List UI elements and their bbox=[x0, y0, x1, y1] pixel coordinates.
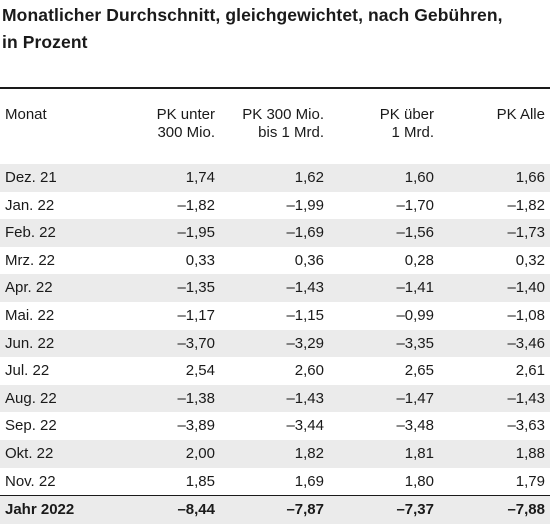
cell-value: –3,35 bbox=[330, 329, 440, 358]
cell-value: 2,54 bbox=[185, 362, 215, 380]
cell-value: –1,70 bbox=[396, 196, 434, 214]
table-row: Jun. 22 –3,70 –3,29 –3,35 –3,46 bbox=[0, 329, 550, 358]
cell-value: 1,66 bbox=[440, 164, 550, 192]
cell-value: –3,48 bbox=[396, 417, 434, 435]
column-header-pk-ueber-1mrd: PK über 1 Mrd. bbox=[330, 106, 440, 164]
table-row: Nov. 22 1,85 1,69 1,80 1,79 bbox=[0, 468, 550, 496]
cell-value: –3,44 bbox=[286, 417, 324, 435]
cell-value: –3,46 bbox=[440, 329, 550, 358]
cell-value: –3,70 bbox=[120, 329, 220, 358]
cell-value: –1,43 bbox=[440, 384, 550, 413]
table-row: Mai. 22 –1,17 –1,15 –0,99 –1,08 bbox=[0, 302, 550, 330]
cell-total-value: –8,44 bbox=[120, 495, 220, 524]
cell-value: –1,08 bbox=[507, 306, 545, 324]
column-header-line: Monat bbox=[5, 106, 47, 123]
column-header-line: PK Alle bbox=[496, 106, 545, 123]
table-row: Sep. 22 –3,89 –3,44 –3,48 –3,63 bbox=[0, 412, 550, 440]
chart-title: Monatlicher Durchschnitt, gleichgewichte… bbox=[2, 2, 548, 56]
cell-value: –1,40 bbox=[440, 274, 550, 302]
title-line-1: Monatlicher Durchschnitt, gleichgewichte… bbox=[2, 5, 503, 25]
cell-value: –1,15 bbox=[286, 306, 324, 324]
cell-value: –1,99 bbox=[286, 196, 324, 214]
cell-value: –1,43 bbox=[220, 384, 330, 413]
column-header-line: 1 Mrd. bbox=[391, 124, 434, 141]
cell-value: 1,79 bbox=[515, 472, 545, 490]
cell-value: –1,43 bbox=[220, 274, 330, 302]
header-row: Monat PK unter 300 Mio. PK 300 Mio. bis … bbox=[0, 106, 550, 164]
cell-month: Jan. 22 bbox=[5, 196, 55, 214]
cell-total-value: –7,87 bbox=[220, 495, 330, 524]
cell-value: –1,95 bbox=[120, 219, 220, 247]
cell-value: 1,85 bbox=[185, 472, 215, 490]
cell-month: Okt. 22 bbox=[0, 439, 120, 468]
table-row: Feb. 22 –1,95 –1,69 –1,56 –1,73 bbox=[0, 219, 550, 247]
header-rule bbox=[0, 87, 550, 89]
cell-value: –1,73 bbox=[440, 219, 550, 247]
cell-value: 2,00 bbox=[120, 439, 220, 468]
cell-value: –3,29 bbox=[220, 329, 330, 358]
cell-value: 1,88 bbox=[440, 439, 550, 468]
column-header-line: 300 Mio. bbox=[157, 124, 215, 141]
cell-month: Dez. 21 bbox=[0, 164, 120, 192]
cell-month: Sep. 22 bbox=[5, 417, 57, 435]
table-row: Mrz. 22 0,33 0,36 0,28 0,32 bbox=[0, 247, 550, 275]
cell-value: 2,65 bbox=[404, 362, 434, 380]
table-row: Apr. 22 –1,35 –1,43 –1,41 –1,40 bbox=[0, 274, 550, 302]
title-line-2: in Prozent bbox=[2, 32, 88, 52]
column-header-line: bis 1 Mrd. bbox=[258, 124, 324, 141]
cell-value: 0,36 bbox=[294, 251, 324, 269]
cell-value: –1,82 bbox=[177, 196, 215, 214]
cell-month: Mrz. 22 bbox=[5, 251, 56, 269]
cell-month: Jul. 22 bbox=[5, 362, 50, 380]
cell-value: 1,74 bbox=[120, 164, 220, 192]
cell-month: Aug. 22 bbox=[0, 384, 120, 413]
column-header-line: PK über bbox=[379, 106, 434, 123]
data-table: Monat PK unter 300 Mio. PK 300 Mio. bis … bbox=[0, 106, 550, 524]
cell-value: –1,69 bbox=[220, 219, 330, 247]
total-row: Jahr 2022 –8,44 –7,87 –7,37 –7,88 bbox=[0, 495, 550, 524]
cell-value: –3,89 bbox=[177, 417, 215, 435]
cell-value: –1,35 bbox=[120, 274, 220, 302]
cell-value: –1,41 bbox=[330, 274, 440, 302]
table-row: Aug. 22 –1,38 –1,43 –1,47 –1,43 bbox=[0, 384, 550, 413]
cell-value: –1,82 bbox=[507, 196, 545, 214]
column-header-pk-alle: PK Alle bbox=[440, 106, 550, 164]
cell-value: 1,82 bbox=[220, 439, 330, 468]
cell-month: Feb. 22 bbox=[0, 219, 120, 247]
cell-value: –1,47 bbox=[330, 384, 440, 413]
cell-value: 1,62 bbox=[220, 164, 330, 192]
column-header-line: PK 300 Mio. bbox=[242, 106, 324, 123]
cell-total-label: Jahr 2022 bbox=[0, 495, 120, 524]
column-header-pk-300-bis-1mrd: PK 300 Mio. bis 1 Mrd. bbox=[220, 106, 330, 164]
cell-value: –1,17 bbox=[177, 306, 215, 324]
cell-value: 2,60 bbox=[294, 362, 324, 380]
cell-month: Nov. 22 bbox=[5, 472, 56, 490]
cell-value: 1,81 bbox=[330, 439, 440, 468]
table-row: Jul. 22 2,54 2,60 2,65 2,61 bbox=[0, 357, 550, 385]
cell-value: –0,99 bbox=[396, 306, 434, 324]
cell-value: 1,80 bbox=[404, 472, 434, 490]
cell-month: Mai. 22 bbox=[5, 306, 55, 324]
cell-month: Jun. 22 bbox=[0, 329, 120, 358]
cell-value: 2,61 bbox=[515, 362, 545, 380]
table-row: Jan. 22 –1,82 –1,99 –1,70 –1,82 bbox=[0, 192, 550, 220]
cell-value: –1,56 bbox=[330, 219, 440, 247]
cell-value: 0,33 bbox=[185, 251, 215, 269]
cell-value: –1,38 bbox=[120, 384, 220, 413]
cell-value: 1,60 bbox=[330, 164, 440, 192]
cell-value: 1,69 bbox=[294, 472, 324, 490]
cell-value: 0,28 bbox=[404, 251, 434, 269]
cell-value: –3,63 bbox=[507, 417, 545, 435]
column-header-monat: Monat bbox=[0, 106, 120, 164]
cell-value: 0,32 bbox=[515, 251, 545, 269]
column-header-line: PK unter bbox=[156, 106, 215, 123]
table-row: Dez. 21 1,74 1,62 1,60 1,66 bbox=[0, 164, 550, 192]
cell-total-value: –7,37 bbox=[330, 495, 440, 524]
cell-total-value: –7,88 bbox=[440, 495, 550, 524]
column-header-pk-unter-300: PK unter 300 Mio. bbox=[120, 106, 220, 164]
table-row: Okt. 22 2,00 1,82 1,81 1,88 bbox=[0, 439, 550, 468]
cell-month: Apr. 22 bbox=[0, 274, 120, 302]
